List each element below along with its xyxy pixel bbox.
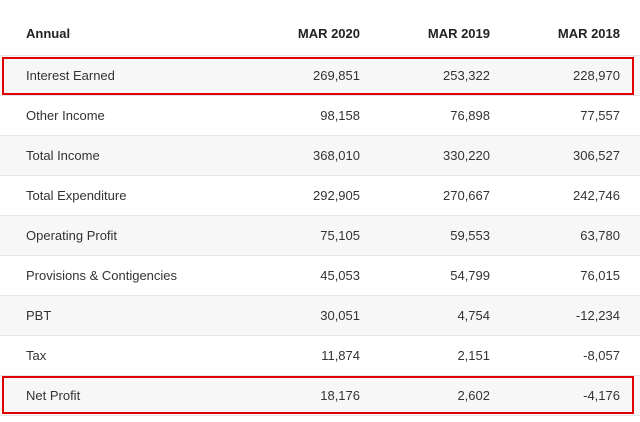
row-value-mar-2019: 2,602 — [457, 388, 490, 403]
row-label: Provisions & Contigencies — [26, 268, 178, 283]
row-value-mar-2018: -4,176 — [583, 388, 620, 403]
table-row-total-income: Total Income 368,010 330,220 306,527 — [0, 136, 640, 176]
table-row-operating-profit: Operating Profit 75,105 59,553 63,780 — [0, 216, 640, 256]
row-value-mar-2018: 63,780 — [580, 228, 620, 243]
row-label: Total Expenditure — [26, 188, 127, 203]
row-label: Total Income — [26, 148, 100, 163]
table-row-total-expenditure: Total Expenditure 292,905 270,667 242,74… — [0, 176, 640, 216]
row-value-mar-2018: 306,527 — [573, 148, 620, 163]
row-value-mar-2020: 368,010 — [313, 148, 360, 163]
table-row-net-profit: Net Profit 18,176 2,602 -4,176 — [0, 376, 640, 416]
row-label: PBT — [26, 308, 52, 323]
row-value-mar-2018: 77,557 — [580, 108, 620, 123]
table-row-tax: Tax 11,874 2,151 -8,057 — [0, 336, 640, 376]
row-value-mar-2019: 59,553 — [450, 228, 490, 243]
row-value-mar-2019: 270,667 — [443, 188, 490, 203]
row-value-mar-2020: 75,105 — [320, 228, 360, 243]
row-value-mar-2018: -8,057 — [583, 348, 620, 363]
row-value-mar-2020: 11,874 — [321, 348, 360, 363]
column-header-annual: Annual — [26, 26, 71, 41]
row-value-mar-2018: -12,234 — [575, 308, 620, 323]
row-value-mar-2020: 18,176 — [320, 388, 360, 403]
row-value-mar-2019: 4,754 — [457, 308, 490, 323]
table-row-provisions: Provisions & Contigencies 45,053 54,799 … — [0, 256, 640, 296]
column-header-mar-2019: MAR 2019 — [427, 26, 490, 41]
row-value-mar-2020: 292,905 — [313, 188, 360, 203]
row-value-mar-2019: 330,220 — [443, 148, 490, 163]
row-value-mar-2020: 98,158 — [320, 108, 360, 123]
row-value-mar-2019: 54,799 — [450, 268, 490, 283]
table-header-row: Annual MAR 2020 MAR 2019 MAR 2018 — [0, 12, 640, 56]
row-value-mar-2019: 2,151 — [457, 348, 490, 363]
row-value-mar-2020: 45,053 — [320, 268, 360, 283]
column-header-mar-2020: MAR 2020 — [297, 26, 360, 41]
table-row-pbt: PBT 30,051 4,754 -12,234 — [0, 296, 640, 336]
row-value-mar-2019: 253,322 — [443, 68, 490, 83]
row-value-mar-2019: 76,898 — [450, 108, 490, 123]
row-value-mar-2018: 76,015 — [580, 268, 620, 283]
row-label: Other Income — [26, 108, 105, 123]
row-value-mar-2020: 30,051 — [320, 308, 360, 323]
column-header-mar-2018: MAR 2018 — [557, 26, 620, 41]
table-row-other-income: Other Income 98,158 76,898 77,557 — [0, 96, 640, 136]
row-value-mar-2020: 269,851 — [313, 68, 360, 83]
row-label: Tax — [26, 348, 47, 363]
row-value-mar-2018: 242,746 — [573, 188, 620, 203]
row-label: Net Profit — [26, 388, 81, 403]
row-value-mar-2018: 228,970 — [573, 68, 620, 83]
table-row-interest-earned: Interest Earned 269,851 253,322 228,970 — [0, 56, 640, 96]
row-label: Interest Earned — [26, 68, 115, 83]
row-label: Operating Profit — [26, 228, 118, 243]
